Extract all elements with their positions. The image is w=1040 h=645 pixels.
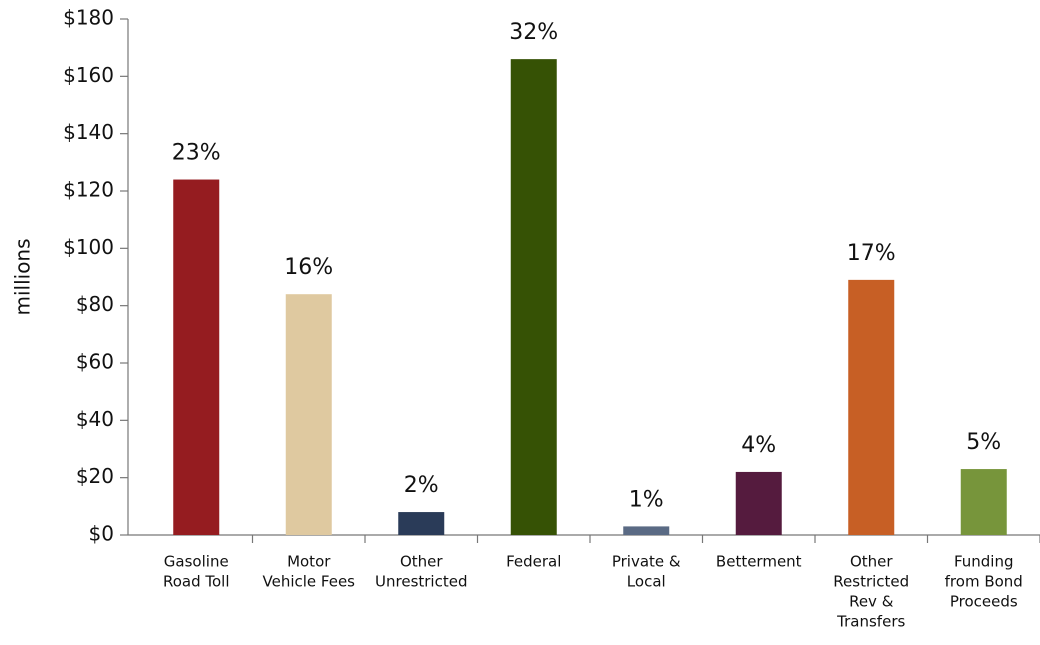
x-tick-label: Road Toll [163,573,230,591]
bar [285,294,332,535]
x-tick-label: Vehicle Fees [263,573,356,591]
y-tick-label: $60 [76,350,114,374]
bar-annotation: 17% [847,241,896,266]
y-tick-label: $80 [76,292,114,316]
y-tick-label: $0 [89,522,114,546]
bar [623,526,670,535]
x-tick-label: Betterment [716,553,802,571]
bar-annotation: 1% [629,487,664,512]
x-tick-label: Transfers [836,613,905,631]
y-axis-label: millions [11,238,35,315]
bar [960,469,1007,535]
bar-annotation: 32% [509,20,558,45]
y-tick-label: $180 [63,6,114,30]
x-tick-label: Other [400,553,443,571]
bar [173,179,220,536]
x-tick-label: Rev & [849,593,894,611]
x-tick-label: Funding [954,553,1014,571]
y-tick-label: $160 [63,63,114,87]
x-tick-label: Proceeds [950,593,1018,611]
x-tick-label: Motor [287,553,331,571]
bar-annotation: 2% [404,473,439,498]
x-tick-label: from Bond [945,573,1023,591]
bar-annotation: 4% [741,433,776,458]
x-tick-label: Other [850,553,893,571]
x-tick-label: Private & [612,553,681,571]
bar-annotation: 23% [172,141,221,166]
bar [735,471,782,535]
bar [398,512,445,535]
x-tick-label: Gasoline [164,553,229,571]
bar [848,279,895,535]
x-tick-label: Federal [506,553,561,571]
x-tick-label: Unrestricted [375,573,467,591]
bar-annotation: 5% [966,430,1001,455]
bar-annotation: 16% [284,255,333,280]
y-tick-label: $20 [76,464,114,488]
x-tick-label: Local [627,573,666,591]
y-tick-label: $120 [63,178,114,202]
y-tick-label: $140 [63,120,114,144]
x-tick-label: Restricted [833,573,909,591]
y-tick-label: $100 [63,235,114,259]
bar [510,59,557,536]
y-tick-label: $40 [76,407,114,431]
